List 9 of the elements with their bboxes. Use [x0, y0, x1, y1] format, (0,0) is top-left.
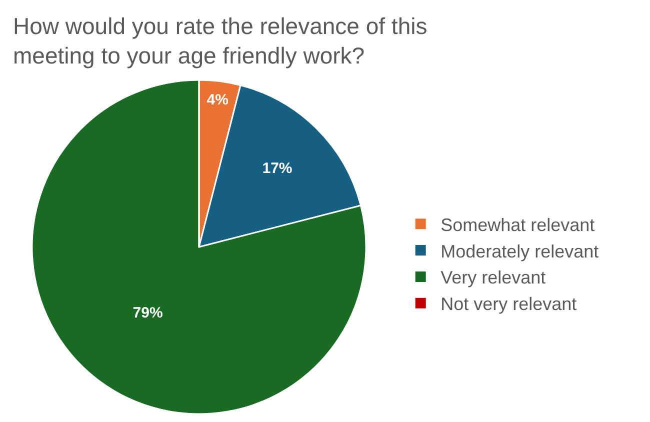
legend-label: Not very relevant	[440, 294, 577, 314]
data-label: 4%	[206, 91, 228, 108]
data-label: 79%	[132, 304, 163, 322]
chart-title: How would you rate the relevance of this meeting to your age friendly work?	[13, 12, 428, 69]
pie-slice	[31, 79, 367, 415]
legend-label: Moderately relevant	[440, 241, 599, 262]
legend-label: Very relevant	[440, 268, 546, 288]
legend-label: Somewhat relevant	[440, 214, 595, 235]
data-label: 17%	[262, 160, 292, 178]
